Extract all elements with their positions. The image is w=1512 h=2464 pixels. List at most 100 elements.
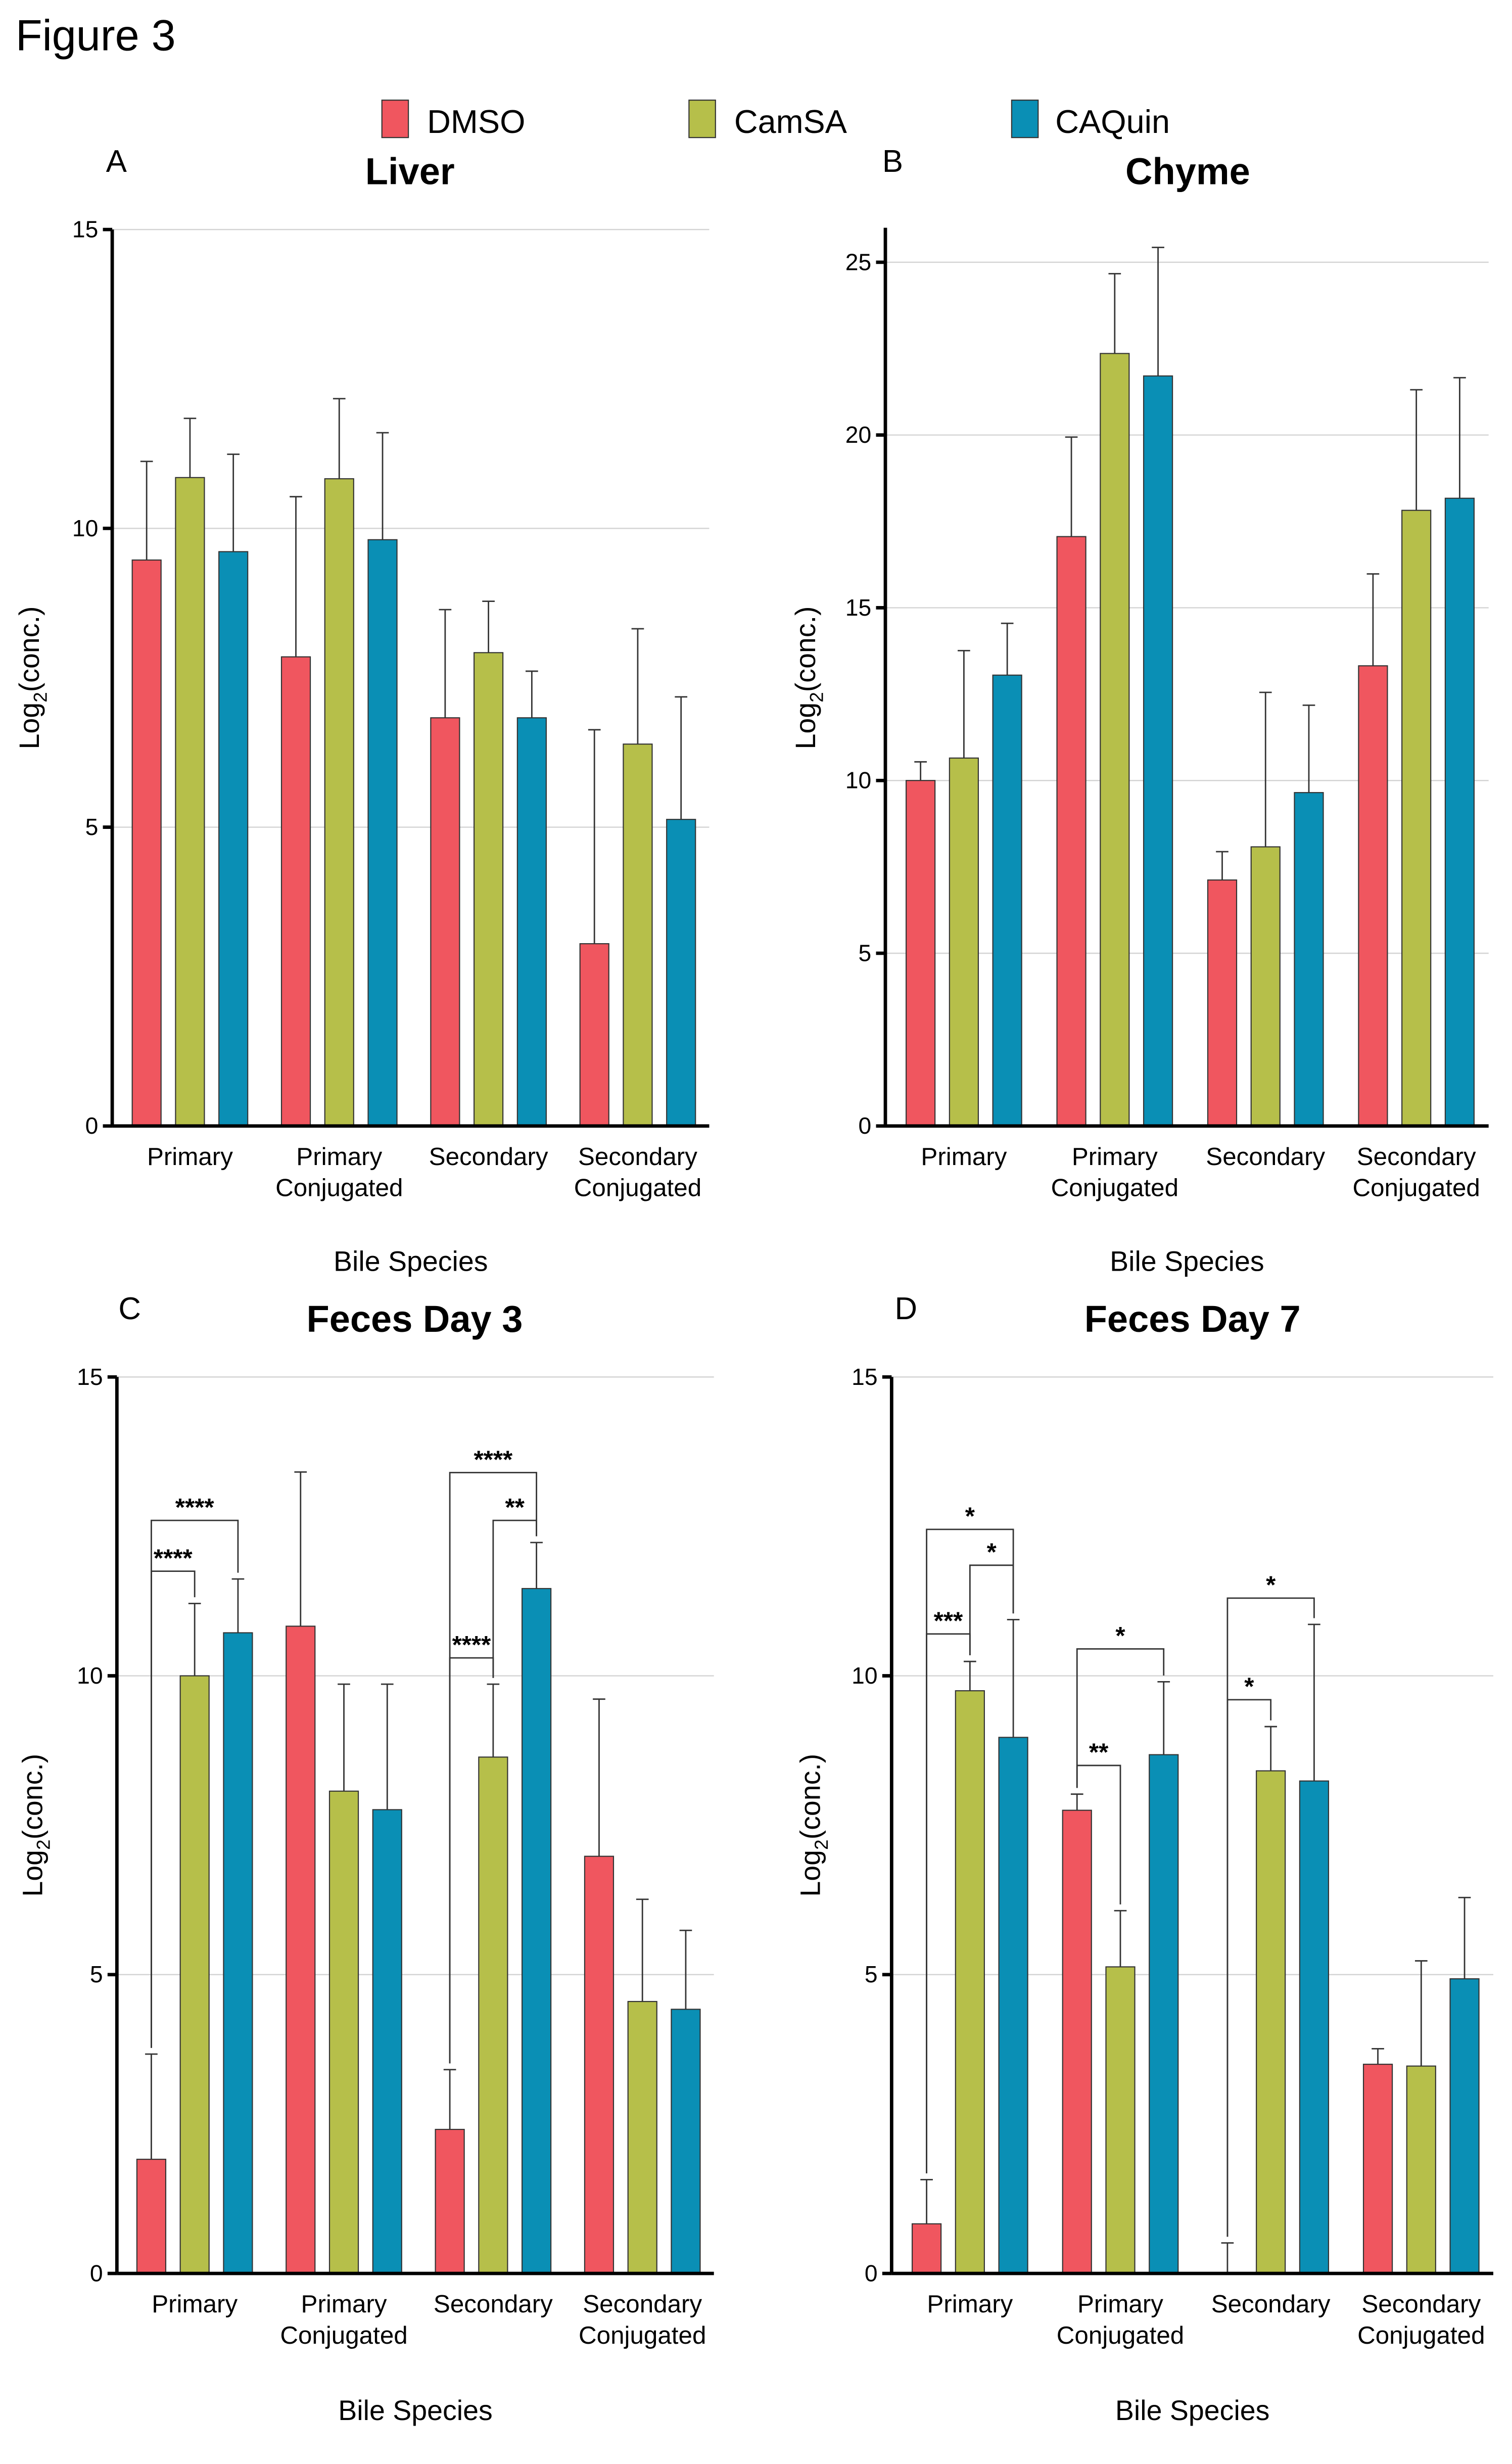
- significance-label: *: [965, 1503, 975, 1530]
- significance-label: *: [1244, 1673, 1254, 1701]
- x-tick-label: Secondary: [1206, 1143, 1325, 1171]
- bar-camsa-3: [1401, 509, 1432, 1127]
- bar-caquin-1: [1143, 375, 1173, 1127]
- x-tick-label: Primary: [152, 2290, 238, 2318]
- bar-dmso-1: [280, 656, 311, 1127]
- bar-camsa-2: [1256, 1770, 1286, 2274]
- panel-title: Chyme: [1125, 151, 1250, 193]
- y-tick-label: 10: [77, 1662, 103, 1689]
- x-tick-label: Conjugated: [1357, 2321, 1485, 2349]
- x-tick-label: Secondary: [1361, 2290, 1481, 2318]
- bar-dmso-1: [1062, 1809, 1092, 2274]
- x-tick-label: Primary: [147, 1143, 233, 1171]
- x-axis-label: Bile Species: [334, 1246, 488, 1277]
- bar-camsa-2: [474, 652, 504, 1127]
- x-tick-label: Primary: [1077, 2290, 1163, 2318]
- significance-bracket: [926, 1528, 1014, 2174]
- bar-caquin-0: [223, 1632, 253, 2274]
- bar-dmso-1: [286, 1625, 316, 2274]
- y-tick-label: 15: [77, 1364, 103, 1390]
- x-tick-label: Conjugated: [1051, 1174, 1178, 1202]
- x-tick-label: Secondary: [578, 1143, 697, 1171]
- x-tick-label: Conjugated: [280, 2321, 407, 2349]
- bar-caquin-3: [671, 2009, 701, 2274]
- panel-title: Feces Day 3: [307, 1298, 523, 1340]
- panel-title: Liver: [365, 151, 455, 193]
- significance-label: *: [1266, 1571, 1276, 1599]
- x-tick-label: Conjugated: [275, 1174, 403, 1202]
- bar-camsa-3: [1406, 2065, 1436, 2274]
- bar-caquin-1: [1149, 1754, 1179, 2274]
- legend-swatch-dmso: [381, 100, 409, 138]
- legend: DMSO CamSA CAQuin: [381, 100, 1170, 140]
- figure-title: Figure 3: [16, 11, 176, 60]
- panel-title: Feces Day 7: [1084, 1298, 1301, 1340]
- bar-caquin-2: [522, 1588, 552, 2274]
- bar-dmso-2: [435, 2128, 465, 2274]
- x-tick-label: Secondary: [434, 2290, 553, 2318]
- bar-caquin-0: [218, 551, 249, 1127]
- significance-label: ****: [154, 1544, 193, 1572]
- significance-bracket: [1226, 1597, 1315, 2237]
- y-tick-label: 25: [845, 249, 871, 275]
- x-tick-label: Primary: [296, 1143, 382, 1171]
- x-tick-label: Conjugated: [1057, 2321, 1184, 2349]
- panel-letter: A: [106, 144, 127, 179]
- bar-caquin-0: [992, 674, 1022, 1127]
- x-tick-label: Secondary: [429, 1143, 548, 1171]
- panel-c: C Feces Day 3051015Log2(conc.)***********…: [17, 1291, 714, 2426]
- bar-caquin-1: [372, 1809, 402, 2274]
- bar-dmso-1: [1056, 536, 1086, 1127]
- legend-label-dmso: DMSO: [427, 103, 525, 140]
- significance-bracket: [969, 1564, 1014, 1655]
- x-tick-label: Secondary: [1357, 1143, 1476, 1171]
- bar-caquin-0: [998, 1737, 1028, 2274]
- bar-dmso-3: [584, 1855, 615, 2274]
- significance-bracket: [151, 1519, 239, 2048]
- panel-letter: D: [895, 1291, 918, 1326]
- bar-dmso-3: [1362, 2064, 1393, 2274]
- x-axis-label: Bile Species: [338, 2395, 493, 2426]
- x-tick-label: Primary: [1072, 1143, 1158, 1171]
- bar-camsa-3: [623, 743, 653, 1127]
- y-tick-label: 5: [85, 814, 99, 840]
- y-tick-label: 10: [852, 1662, 877, 1689]
- significance-label: *: [987, 1539, 997, 1566]
- y-axis-label: Log2(conc.): [17, 1754, 54, 1897]
- bar-camsa-0: [179, 1675, 210, 2274]
- y-axis-label: Log2(conc.): [790, 607, 827, 750]
- bar-caquin-3: [1444, 497, 1475, 1127]
- significance-label: ****: [452, 1631, 492, 1659]
- bar-caquin-3: [1449, 1978, 1480, 2274]
- panel-d: D Feces Day 7051015Log2(conc.)**********P…: [794, 1291, 1493, 2426]
- y-tick-label: 0: [865, 2260, 878, 2286]
- x-tick-label: Primary: [927, 2290, 1013, 2318]
- bar-camsa-1: [324, 478, 354, 1127]
- y-tick-label: 15: [845, 594, 871, 621]
- bar-dmso-0: [136, 2159, 167, 2274]
- y-tick-label: 10: [845, 767, 871, 794]
- bar-dmso-3: [1358, 665, 1388, 1127]
- x-tick-label: Primary: [921, 1143, 1007, 1171]
- y-tick-label: 20: [845, 422, 871, 448]
- significance-bracket: [1076, 1648, 1165, 1788]
- panel-letter: B: [882, 144, 903, 179]
- bar-dmso-2: [430, 717, 460, 1127]
- y-tick-label: 0: [859, 1112, 872, 1139]
- significance-label: ****: [474, 1446, 513, 1473]
- bar-dmso-0: [131, 559, 162, 1127]
- legend-label-camsa: CamSA: [734, 103, 847, 140]
- y-tick-label: 5: [90, 1961, 103, 1987]
- bar-caquin-2: [1294, 792, 1324, 1127]
- x-axis-label: Bile Species: [1115, 2395, 1270, 2426]
- significance-label: ****: [175, 1494, 215, 1521]
- bar-camsa-1: [328, 1790, 359, 2274]
- legend-swatch-caquin: [1011, 100, 1039, 138]
- bar-camsa-0: [949, 757, 979, 1127]
- significance-label: **: [505, 1494, 525, 1521]
- panel-letter: C: [118, 1291, 141, 1326]
- bar-camsa-1: [1100, 353, 1130, 1127]
- bar-dmso-3: [579, 943, 609, 1127]
- bar-camsa-0: [175, 477, 205, 1127]
